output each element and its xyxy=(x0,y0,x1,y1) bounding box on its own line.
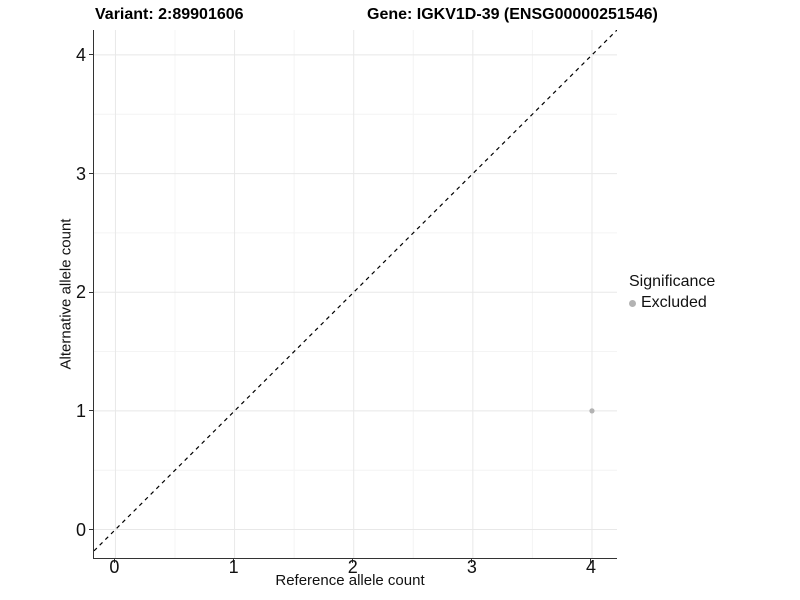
legend-entry: Excluded xyxy=(629,294,715,312)
x-tick-mark xyxy=(352,559,354,563)
y-tick-label: 2 xyxy=(75,282,86,303)
x-tick-label: 3 xyxy=(466,557,477,577)
y-tick-mark xyxy=(89,529,93,531)
y-tick-label: 4 xyxy=(75,44,86,65)
x-tick-mark xyxy=(233,559,235,563)
y-tick-mark xyxy=(89,291,93,293)
y-tick-mark xyxy=(89,173,93,175)
x-tick-mark xyxy=(471,559,473,563)
y-tick-label: 1 xyxy=(75,400,86,421)
x-tick-label: 1 xyxy=(228,557,239,577)
x-tick-label: 0 xyxy=(109,557,120,577)
x-tick-mark xyxy=(113,559,115,563)
legend-entry-label: Excluded xyxy=(641,294,707,312)
plot-panel xyxy=(93,30,617,559)
x-tick-mark xyxy=(590,559,592,563)
plot-title-gene: Gene: IGKV1D-39 (ENSG00000251546) xyxy=(367,6,658,23)
plot-canvas xyxy=(94,30,617,558)
identity-line xyxy=(94,30,617,552)
y-tick-mark xyxy=(89,54,93,56)
data-point xyxy=(589,408,595,414)
legend: Significance Excluded xyxy=(629,273,715,312)
legend-entries: Excluded xyxy=(629,294,715,312)
legend-title: Significance xyxy=(629,273,716,290)
y-tick-label: 0 xyxy=(75,519,86,540)
y-tick-mark xyxy=(89,410,93,412)
legend-point-icon xyxy=(629,299,636,307)
x-tick-label: 4 xyxy=(585,557,596,577)
y-axis-title: Alternative allele count xyxy=(57,218,75,370)
x-tick-label: 2 xyxy=(347,557,358,577)
x-axis-title: Reference allele count xyxy=(275,572,425,589)
plot-title-variant: Variant: 2:89901606 xyxy=(95,6,244,23)
y-tick-label: 3 xyxy=(75,163,86,184)
